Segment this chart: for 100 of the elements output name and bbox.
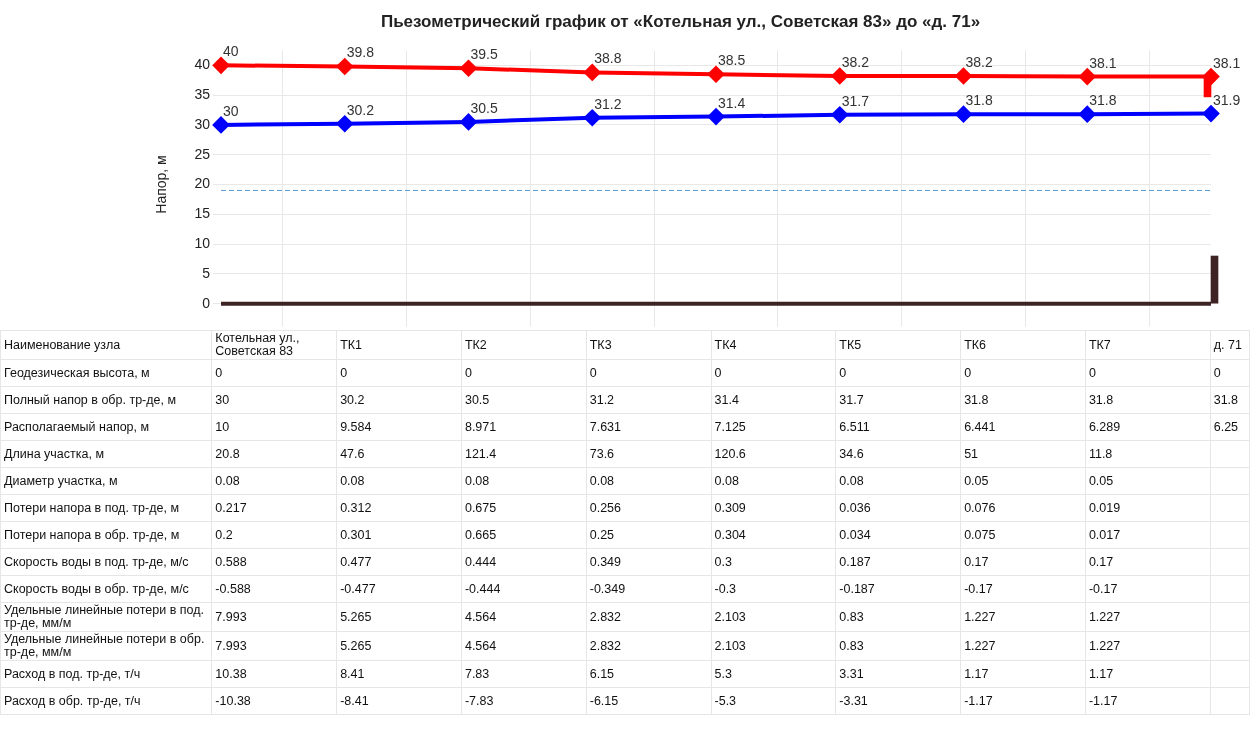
point: [213, 116, 229, 133]
data-label: 0.2: [211, 521, 337, 549]
category-label: ТК3: [586, 330, 712, 360]
data-label: 0.349: [586, 548, 712, 576]
data-label: -10.38: [211, 687, 337, 715]
point: [460, 113, 477, 130]
data-label: 0.588: [211, 548, 337, 576]
data-label: 2.832: [586, 631, 712, 661]
category-label: д. 71: [1210, 330, 1250, 360]
text: Наименование узла: [0, 330, 212, 360]
data-label: 6.15: [586, 660, 712, 688]
data-label: 0.076: [960, 494, 1086, 522]
data-label: 0.444: [461, 548, 587, 576]
data-label: 2.103: [711, 602, 836, 632]
data-label: 6.511: [835, 413, 961, 441]
text: Располагаемый напор, м: [0, 413, 212, 441]
data-label: 0: [960, 359, 1086, 387]
data-label: 0.17: [1085, 548, 1211, 576]
data-label: 0.036: [835, 494, 961, 522]
data-label: 0.08: [835, 467, 961, 495]
data-label: 0.256: [586, 494, 712, 522]
data-label: -0.349: [586, 575, 712, 603]
data-label: 9.584: [336, 413, 462, 441]
category-label: ТК5: [835, 330, 961, 360]
data-label: 7.631: [586, 413, 712, 441]
data-label: 5.265: [336, 631, 462, 661]
point: [955, 106, 972, 123]
data-label: 4.564: [461, 602, 587, 632]
y-tick-label: 0: [202, 294, 211, 311]
data-label: 0.08: [336, 467, 462, 495]
point: [1079, 68, 1096, 85]
point: [336, 58, 353, 75]
data-label: 0: [1210, 359, 1250, 387]
point: [460, 60, 477, 77]
text: Полный напор в обр. тр-де, м: [0, 386, 212, 414]
text: Скорость воды в обр. тр-де, м/с: [0, 575, 212, 603]
text: Скорость воды в под. тр-де, м/с: [0, 548, 212, 576]
data-label: 1.227: [1085, 602, 1211, 632]
text: Потери напора в обр. тр-де, м: [0, 521, 212, 549]
data-label: 0.08: [461, 467, 587, 495]
data-label: 0.3: [711, 548, 836, 576]
data-label: -0.444: [461, 575, 587, 603]
data-label: 4.564: [461, 631, 587, 661]
data-label: 0.017: [1085, 521, 1211, 549]
point: [584, 64, 601, 81]
data-label: 0.665: [461, 521, 587, 549]
point: [708, 66, 724, 83]
category-label: ТК1: [336, 330, 462, 360]
data-label: -0.3: [711, 575, 836, 603]
data-label: 0.05: [1085, 467, 1211, 495]
text: Расход в обр. тр-де, т/ч: [0, 687, 212, 715]
data-label: 0.217: [211, 494, 337, 522]
data-label: 1.17: [1085, 660, 1211, 688]
data-label: 5.265: [336, 602, 462, 632]
data-label: -5.3: [711, 687, 836, 715]
chart-title: Пьезометрический график от «Котельная ул., Советская 83» до «д. 71»: [380, 11, 981, 31]
data-label: 0.08: [711, 467, 836, 495]
data-label: 3.31: [835, 660, 961, 688]
data-label: -1.17: [1085, 687, 1211, 715]
data-label: 0.187: [835, 548, 961, 576]
data-label: -8.41: [336, 687, 462, 715]
y-tick-label: 40: [194, 56, 211, 73]
point: [1203, 68, 1219, 85]
y-tick-label: 20: [194, 175, 211, 192]
data-label: 20.8: [211, 440, 337, 468]
data-label: 39.5: [470, 46, 498, 63]
data-label: 1.17: [960, 660, 1086, 688]
data-label: 30.2: [336, 386, 462, 414]
data-label: 10.38: [211, 660, 337, 688]
data-label: -0.187: [835, 575, 961, 603]
data-label: 30: [223, 102, 239, 119]
category-label: ТК2: [461, 330, 587, 360]
data-label: -1.17: [960, 687, 1086, 715]
data-label: 2.832: [586, 602, 712, 632]
data-label: 1.227: [960, 631, 1086, 661]
data-label: 31.4: [718, 94, 746, 111]
data-label: 8.971: [461, 413, 587, 441]
data-label: 0.477: [336, 548, 462, 576]
data-label: 0: [336, 359, 462, 387]
data-label: 30.5: [461, 386, 587, 414]
y-tick-label: 25: [194, 145, 211, 162]
data-label: -0.17: [960, 575, 1086, 603]
data-label: 31.8: [1089, 92, 1117, 109]
data-label: 31.8: [965, 92, 993, 109]
data-label: 0.019: [1085, 494, 1211, 522]
point: [955, 68, 972, 85]
data-label: 120.6: [711, 440, 836, 468]
data-label: 30.2: [346, 101, 375, 118]
data-label: 0: [835, 359, 961, 387]
data-label: 0.08: [211, 467, 337, 495]
data-label: 0.309: [711, 494, 836, 522]
data-label: 0: [711, 359, 836, 387]
data-label: 0.075: [960, 521, 1086, 549]
data-label: 31.8: [1210, 386, 1250, 414]
text: Удельные линейные потери в обр. тр-де, мм/м: [0, 631, 212, 661]
data-label: 31.4: [711, 386, 836, 414]
data-label: 31.7: [835, 386, 961, 414]
data-label: 0: [1085, 359, 1211, 387]
data-label: 0.034: [835, 521, 961, 549]
point: [584, 109, 601, 126]
